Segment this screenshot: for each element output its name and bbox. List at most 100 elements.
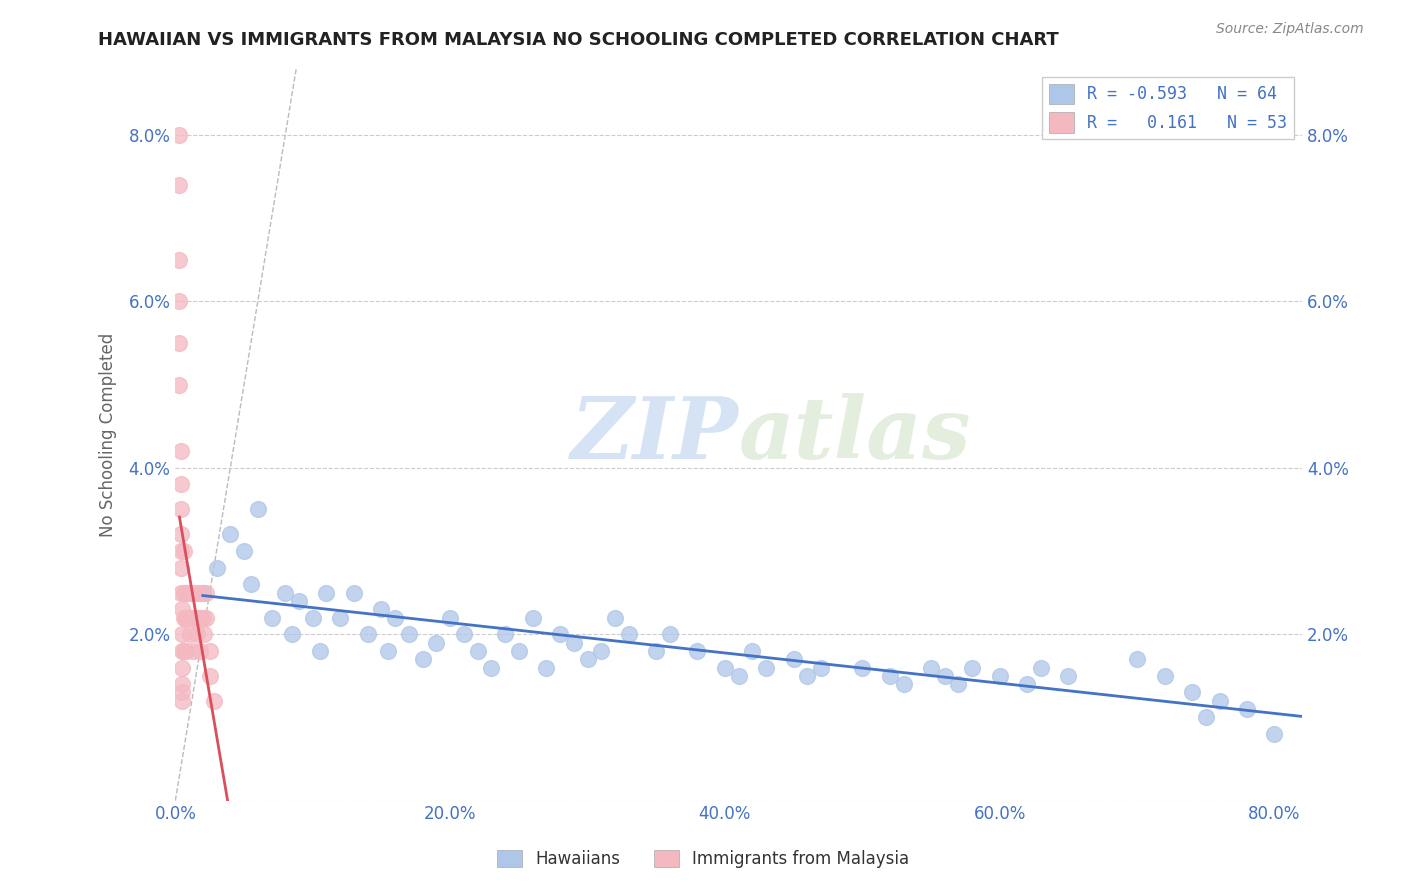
Text: atlas: atlas xyxy=(738,392,972,476)
Point xyxy=(188,610,211,624)
Point xyxy=(170,544,193,558)
Point xyxy=(193,627,215,641)
Point xyxy=(172,660,194,674)
Point xyxy=(172,627,194,641)
Point xyxy=(176,644,198,658)
Point xyxy=(741,644,763,658)
Point xyxy=(308,644,330,658)
Point xyxy=(174,644,197,658)
Point xyxy=(934,669,956,683)
Point xyxy=(315,585,337,599)
Point xyxy=(194,610,217,624)
Point xyxy=(714,660,737,674)
Point xyxy=(170,477,193,491)
Point xyxy=(176,610,198,624)
Point xyxy=(169,252,191,267)
Point xyxy=(170,527,193,541)
Point xyxy=(377,644,399,658)
Point xyxy=(1181,685,1204,699)
Point xyxy=(412,652,434,666)
Point xyxy=(658,627,681,641)
Point xyxy=(174,610,197,624)
Point xyxy=(173,610,195,624)
Point xyxy=(205,560,228,574)
Point xyxy=(398,627,420,641)
Point xyxy=(343,585,366,599)
Point xyxy=(181,610,204,624)
Point xyxy=(508,644,530,658)
Legend: R = -0.593   N = 64, R =   0.161   N = 53: R = -0.593 N = 64, R = 0.161 N = 53 xyxy=(1042,77,1294,139)
Point xyxy=(174,585,197,599)
Point xyxy=(920,660,942,674)
Point xyxy=(184,610,207,624)
Point xyxy=(727,669,749,683)
Point xyxy=(494,627,516,641)
Point xyxy=(260,610,283,624)
Point xyxy=(183,610,205,624)
Point xyxy=(1153,669,1175,683)
Point xyxy=(191,610,214,624)
Point xyxy=(198,644,221,658)
Point xyxy=(180,585,202,599)
Point xyxy=(1057,669,1080,683)
Point xyxy=(467,644,489,658)
Point xyxy=(1195,710,1218,724)
Point xyxy=(384,610,406,624)
Point xyxy=(755,660,778,674)
Point xyxy=(181,644,204,658)
Point xyxy=(536,660,558,674)
Point xyxy=(645,644,668,658)
Point xyxy=(173,585,195,599)
Point xyxy=(453,627,475,641)
Point xyxy=(548,627,571,641)
Point xyxy=(893,677,915,691)
Point xyxy=(184,585,207,599)
Point xyxy=(1236,702,1258,716)
Point xyxy=(179,627,201,641)
Point xyxy=(186,627,208,641)
Point xyxy=(169,178,191,192)
Point xyxy=(851,660,873,674)
Point xyxy=(191,585,214,599)
Point xyxy=(170,444,193,458)
Point xyxy=(686,644,709,658)
Point xyxy=(172,694,194,708)
Point xyxy=(948,677,970,691)
Point xyxy=(288,594,311,608)
Point xyxy=(576,652,599,666)
Point xyxy=(188,644,211,658)
Point xyxy=(329,610,352,624)
Point xyxy=(190,610,212,624)
Y-axis label: No Schooling Completed: No Schooling Completed xyxy=(100,333,117,537)
Point xyxy=(960,660,983,674)
Point xyxy=(1029,660,1052,674)
Point xyxy=(879,669,901,683)
Point xyxy=(187,585,209,599)
Point xyxy=(281,627,304,641)
Point xyxy=(177,585,200,599)
Point xyxy=(233,544,256,558)
Point xyxy=(169,294,191,309)
Point xyxy=(479,660,502,674)
Point xyxy=(169,128,191,142)
Point xyxy=(202,694,225,708)
Point xyxy=(169,377,191,392)
Point xyxy=(796,669,818,683)
Point xyxy=(172,644,194,658)
Point xyxy=(177,610,200,624)
Point xyxy=(1017,677,1039,691)
Point xyxy=(170,585,193,599)
Point xyxy=(810,660,832,674)
Point xyxy=(425,635,447,649)
Point xyxy=(180,610,202,624)
Point xyxy=(172,685,194,699)
Point xyxy=(170,502,193,516)
Point xyxy=(370,602,392,616)
Point xyxy=(782,652,804,666)
Point xyxy=(194,585,217,599)
Point xyxy=(591,644,613,658)
Point xyxy=(522,610,544,624)
Point xyxy=(301,610,323,624)
Point xyxy=(169,336,191,351)
Point xyxy=(239,577,262,591)
